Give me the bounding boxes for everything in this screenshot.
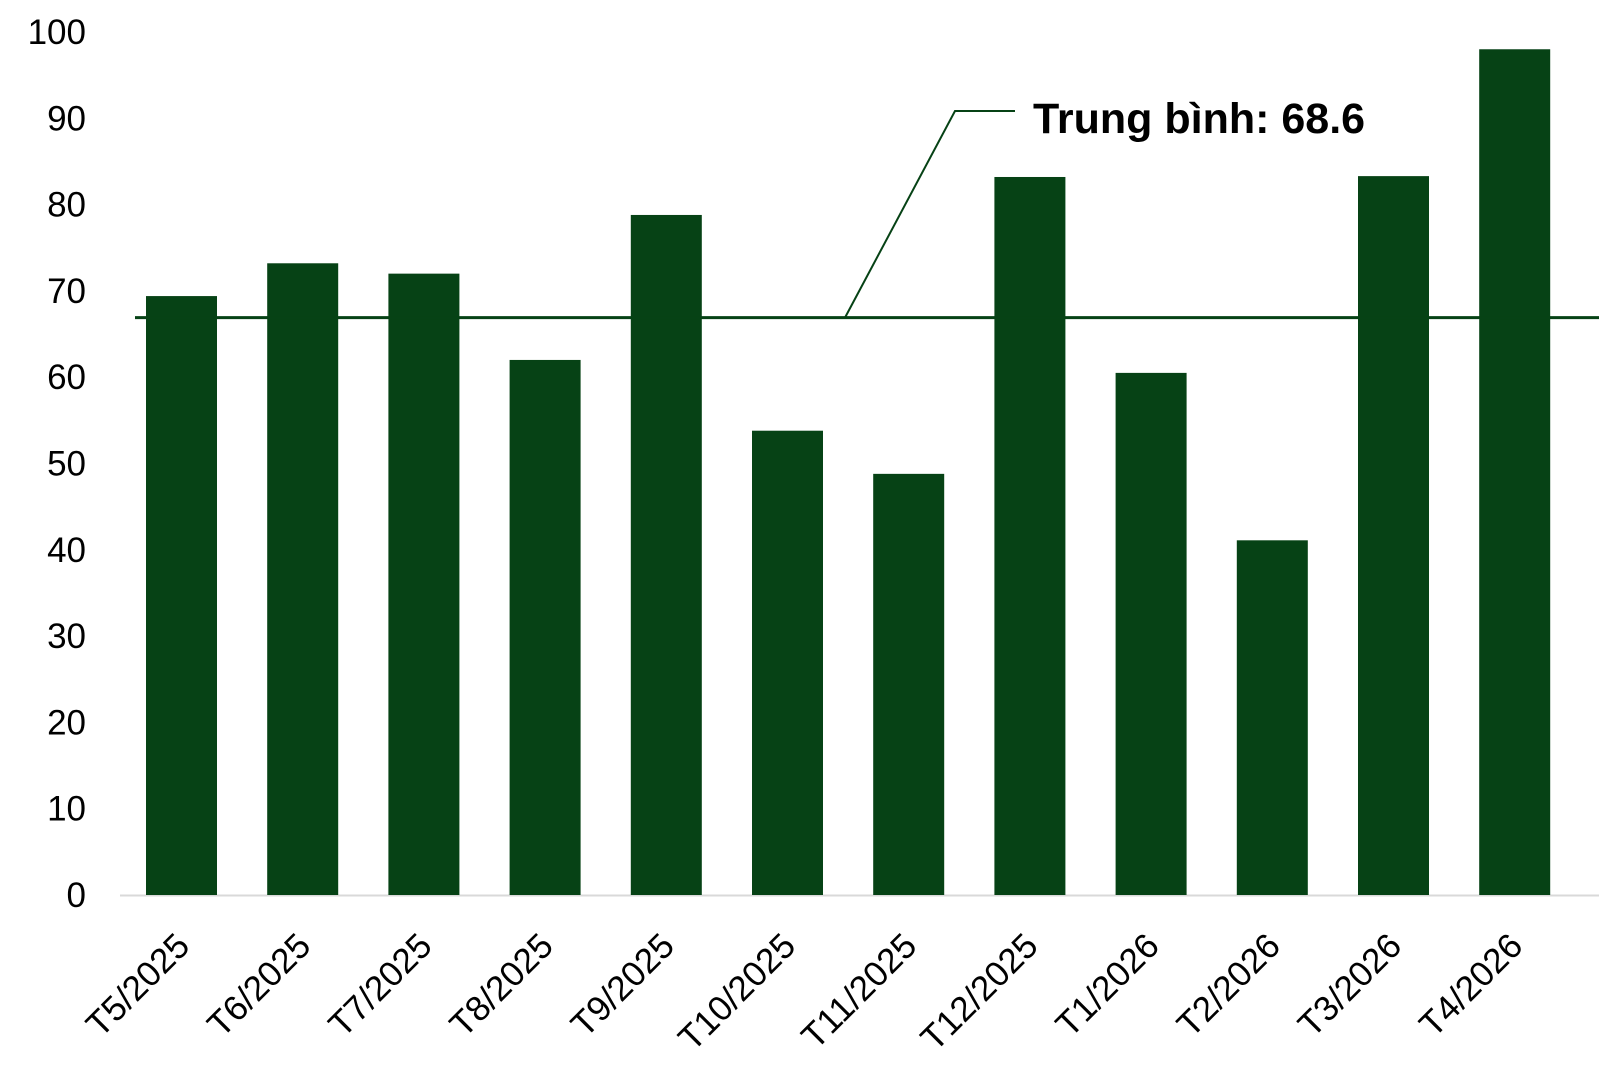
- y-axis-ticks: 0 10 20 30 40 50 60 70 80 90 100: [28, 13, 86, 915]
- average-label: Trung bình: 68.6: [1033, 95, 1365, 143]
- x-tick-label: T8/2025: [442, 926, 560, 1044]
- x-tick-label: T11/2025: [794, 926, 924, 1056]
- y-tick-label: 50: [47, 445, 86, 484]
- y-tick-label: 40: [47, 531, 86, 570]
- average-annotation: Trung bình: 68.6: [135, 95, 1599, 320]
- y-tick-label: 10: [47, 790, 86, 829]
- bar-t12-2025: [994, 176, 1066, 895]
- bar-t9-2025: [630, 214, 702, 895]
- x-tick-label: T4/2026: [1412, 926, 1530, 1044]
- bar-t4-2026: [1479, 49, 1551, 895]
- bar-t1-2026: [1115, 372, 1187, 895]
- x-tick-label: T7/2025: [321, 926, 439, 1044]
- y-tick-label: 70: [47, 272, 86, 311]
- bar-t5-2025: [146, 296, 217, 895]
- bars-group: [146, 49, 1551, 896]
- x-axis-labels: T5/2025 T6/2025 T7/2025 T8/2025 T9/2025T10/2…: [79, 926, 1531, 1058]
- x-tick-label: T6/2025: [200, 926, 318, 1044]
- x-tick-label: T10/2025: [671, 926, 803, 1058]
- bar-t3-2026: [1358, 176, 1429, 896]
- bar-t11-2025: [873, 473, 945, 895]
- bar-t7-2025: [388, 273, 460, 895]
- bar-t2-2026: [1236, 540, 1308, 895]
- bar-t10-2025: [752, 430, 823, 895]
- x-tick-label: T2/2026: [1170, 926, 1288, 1044]
- y-tick-label: 60: [47, 358, 86, 397]
- y-tick-label: 90: [47, 99, 86, 138]
- x-tick-label: T9/2025: [564, 926, 682, 1044]
- x-tick-label: T5/2025: [79, 926, 197, 1044]
- x-tick-label: T12/2025: [913, 926, 1045, 1058]
- x-tick-label: T3/2026: [1291, 926, 1409, 1044]
- bar-t8-2025: [509, 359, 581, 895]
- average-leader-line: [844, 110, 1015, 319]
- y-tick-label: 20: [47, 703, 86, 742]
- y-tick-label: 80: [47, 186, 86, 225]
- y-tick-label: 0: [67, 876, 86, 915]
- y-tick-label: 100: [28, 13, 86, 52]
- y-tick-label: 30: [47, 617, 86, 656]
- x-tick-label: T1/2026: [1048, 926, 1166, 1044]
- bar-t6-2025: [267, 263, 339, 895]
